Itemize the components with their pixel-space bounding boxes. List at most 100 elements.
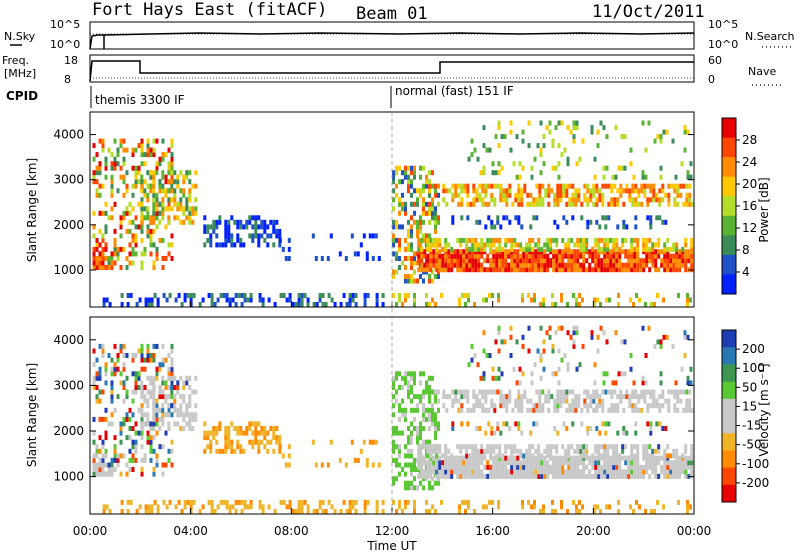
power-cell xyxy=(543,253,547,259)
power-cell xyxy=(451,183,455,189)
power-cell xyxy=(348,297,352,303)
velocity-cell xyxy=(451,421,455,427)
power-cell xyxy=(128,210,132,216)
power-cell xyxy=(474,246,478,252)
velocity-cell xyxy=(134,353,138,358)
velocity-cell xyxy=(209,448,213,454)
velocity-cell xyxy=(644,353,648,358)
power-cell xyxy=(92,179,96,185)
power-cell xyxy=(501,258,505,264)
velocity-cell xyxy=(453,469,457,475)
power-cell xyxy=(538,201,542,207)
velocity-cell xyxy=(633,453,637,459)
power-cell xyxy=(651,262,655,268)
power-cell xyxy=(401,192,404,198)
velocity-cell xyxy=(230,421,234,427)
velocity-cell xyxy=(464,499,467,505)
velocity-cell xyxy=(522,464,526,470)
velocity-cell xyxy=(637,398,641,404)
velocity-cell xyxy=(420,473,424,479)
velocity-cell xyxy=(684,460,688,466)
power-cell xyxy=(413,260,416,266)
velocity-cell xyxy=(150,504,154,510)
power-cell xyxy=(431,210,434,216)
velocity-cell xyxy=(600,464,604,470)
velocity-cell xyxy=(630,469,634,475)
power-cell xyxy=(303,293,307,298)
power-cell xyxy=(462,253,466,259)
power-cell xyxy=(92,233,96,239)
power-cell xyxy=(146,183,150,189)
velocity-cell xyxy=(474,473,478,479)
velocity-cell xyxy=(600,453,604,459)
power-cell xyxy=(466,201,470,207)
power-cell xyxy=(417,258,421,264)
velocity-cell xyxy=(423,455,427,461)
velocity-cell xyxy=(634,389,638,395)
power-cell xyxy=(604,215,608,221)
power-cell xyxy=(140,197,144,203)
power-cell xyxy=(413,165,416,171)
velocity-cell xyxy=(137,430,141,436)
velocity-cell xyxy=(95,448,99,454)
velocity-cell xyxy=(407,389,410,395)
power-cell xyxy=(669,246,673,252)
power-cell xyxy=(556,192,560,198)
power-cell xyxy=(480,237,484,243)
station-title: Fort Hays East (fitACF) xyxy=(92,0,327,20)
power-cell xyxy=(537,237,541,243)
velocity-cell xyxy=(398,504,401,510)
power-cell xyxy=(465,242,469,248)
power-cell xyxy=(438,258,442,264)
power-cell xyxy=(227,219,231,225)
power-cell xyxy=(591,267,595,273)
power-cell xyxy=(531,246,535,252)
velocity-cell xyxy=(508,389,512,395)
velocity-cell xyxy=(534,455,538,461)
power-cell xyxy=(603,246,607,252)
velocity-cell xyxy=(224,444,228,450)
velocity-cell xyxy=(460,407,464,413)
velocity-cell xyxy=(149,426,153,431)
velocity-cell xyxy=(92,416,96,422)
velocity-cell xyxy=(425,509,428,514)
velocity-cell xyxy=(667,389,671,395)
velocity-cell xyxy=(155,375,159,381)
velocity-cell xyxy=(425,385,428,390)
colorbar-tick-label: 12 xyxy=(742,221,757,235)
velocity-cell xyxy=(152,416,156,422)
power-cell xyxy=(573,258,577,264)
velocity-cell xyxy=(667,407,671,413)
power-cell xyxy=(167,206,171,212)
velocity-cell xyxy=(472,403,476,409)
power-cell xyxy=(167,201,171,207)
velocity-cell xyxy=(435,460,439,466)
velocity-cell xyxy=(665,334,669,340)
power-cell xyxy=(182,210,186,216)
velocity-cell xyxy=(597,464,601,470)
power-cell xyxy=(116,161,120,167)
power-cell xyxy=(603,258,607,264)
velocity-cell xyxy=(471,473,475,479)
power-cell xyxy=(589,197,593,203)
velocity-cell xyxy=(426,453,430,459)
velocity-cell xyxy=(622,426,626,431)
velocity-cell xyxy=(242,448,246,454)
power-cell xyxy=(161,201,165,207)
velocity-cell xyxy=(423,460,427,466)
cpid-mode-2: normal (fast) 151 IF xyxy=(395,84,514,98)
power-cell xyxy=(531,253,535,259)
power-cell xyxy=(185,215,189,221)
velocity-cell xyxy=(113,366,117,372)
power-cell xyxy=(95,242,99,248)
power-cell xyxy=(566,156,570,162)
colorbar-tick-label: 16 xyxy=(742,199,757,213)
power-cell xyxy=(498,262,502,268)
power-cell xyxy=(401,302,404,307)
velocity-cell xyxy=(690,460,694,466)
velocity-cell xyxy=(504,448,508,454)
velocity-cell xyxy=(444,464,448,470)
velocity-cell xyxy=(605,504,608,510)
power-cell xyxy=(673,188,677,194)
velocity-cell xyxy=(447,455,451,461)
